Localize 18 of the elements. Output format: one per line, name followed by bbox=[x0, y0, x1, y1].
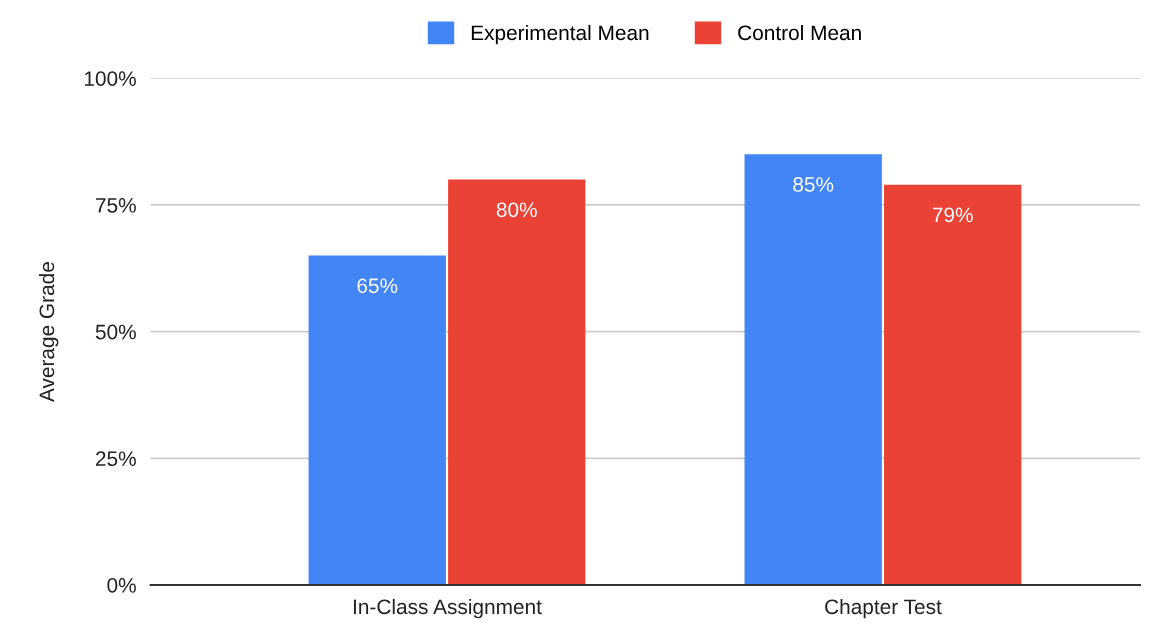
data-label: 79% bbox=[932, 207, 973, 223]
bar bbox=[744, 154, 882, 585]
y-tick-label: 75% bbox=[96, 198, 136, 213]
data-label: 80% bbox=[496, 202, 537, 218]
x-tick-label: In-Class Assignment bbox=[353, 598, 542, 619]
x-tick-label: Chapter Test bbox=[825, 598, 942, 619]
bar bbox=[308, 255, 446, 585]
y-tick-label: 100% bbox=[84, 71, 136, 86]
y-tick-label: 0% bbox=[107, 578, 136, 593]
y-tick-label: 25% bbox=[96, 451, 136, 467]
data-label: 65% bbox=[357, 278, 398, 294]
y-axis-title: Average Grade bbox=[38, 262, 59, 403]
y-tick-label: 50% bbox=[95, 324, 136, 340]
bar bbox=[884, 184, 1022, 585]
data-label: 85% bbox=[793, 177, 834, 192]
legend-label: Control Mean bbox=[738, 24, 861, 41]
legend-label: Experimental Mean bbox=[471, 24, 649, 45]
bar bbox=[448, 179, 586, 585]
